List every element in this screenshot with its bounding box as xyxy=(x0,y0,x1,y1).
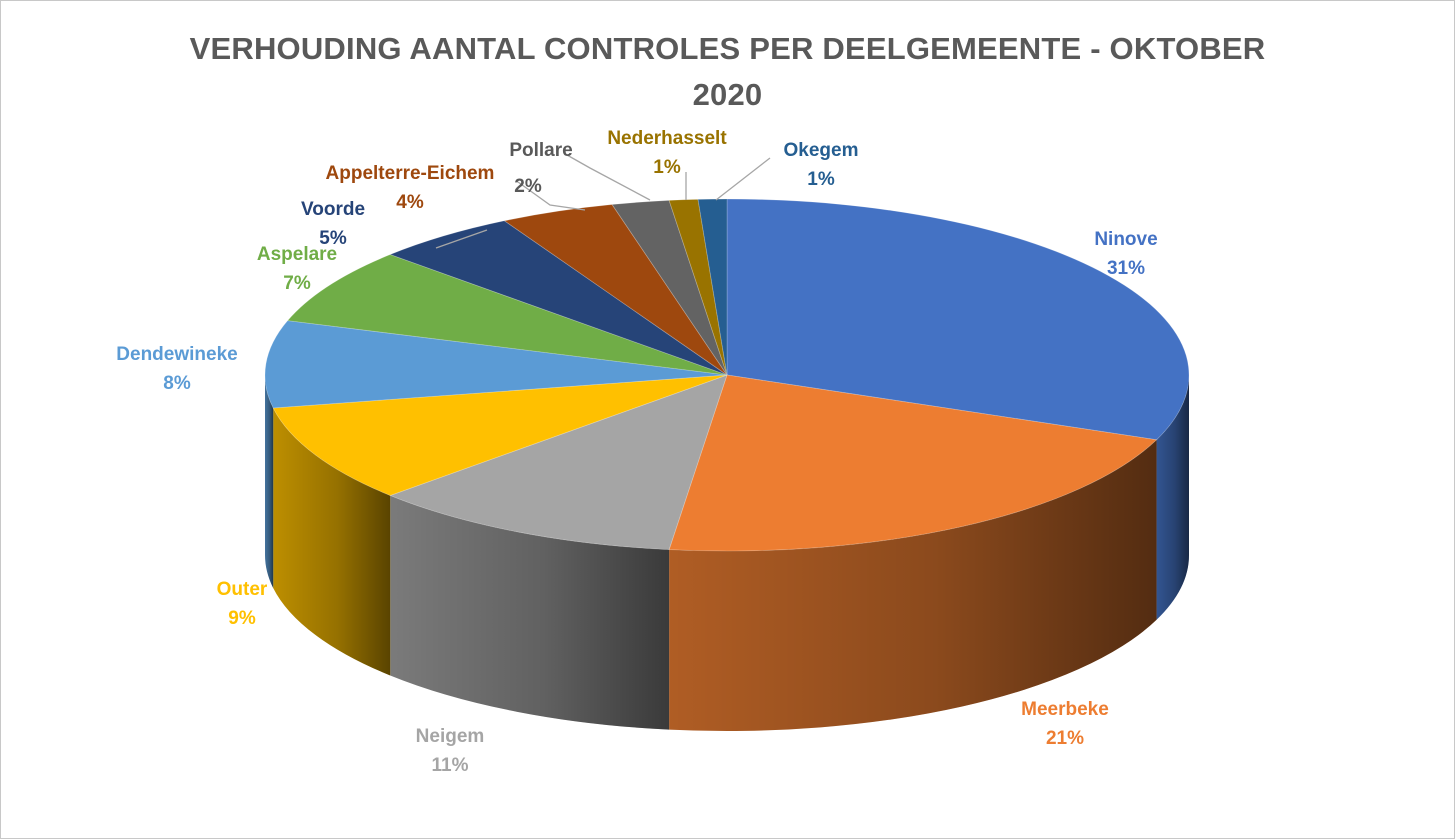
data-label-value-nederhasselt: 1% xyxy=(653,157,681,178)
data-label-value-appelterre-eichem: 4% xyxy=(396,192,424,213)
chart-title: VERHOUDING AANTAL CONTROLES PER DEELGEME… xyxy=(0,26,1455,118)
pie-slice-voorde xyxy=(389,220,728,376)
chart-title-line1: VERHOUDING AANTAL CONTROLES PER DEELGEME… xyxy=(189,31,1266,66)
data-label-value-aspelare: 7% xyxy=(283,273,311,294)
pie-slice-aspelare xyxy=(286,254,728,376)
pie-slice-nederhasselt xyxy=(668,198,728,376)
pie-slice-neigem xyxy=(389,374,728,551)
data-label-value-dendewineke: 8% xyxy=(163,373,191,394)
leader-line-pollare xyxy=(566,154,651,201)
pie-slice-outer xyxy=(272,374,728,496)
data-label-name-appelterre-eichem: Appelterre-Eichem xyxy=(326,163,495,184)
data-label-name-dendewineke: Dendewineke xyxy=(116,344,237,365)
pie-side-shade-outer xyxy=(273,407,391,676)
pie-side-shade-neigem xyxy=(390,495,670,730)
data-label-name-outer: Outer xyxy=(217,579,268,600)
data-label-value-ninove: 31% xyxy=(1107,258,1145,279)
data-label-name-voorde: Voorde xyxy=(301,199,365,220)
data-label-value-outer: 9% xyxy=(228,608,256,629)
data-label-name-okegem: Okegem xyxy=(784,140,859,161)
data-label-value-okegem: 1% xyxy=(807,169,835,190)
data-label-value-voorde: 5% xyxy=(319,228,347,249)
data-label-value-neigem: 11% xyxy=(432,755,469,776)
pie-slice-dendewineke xyxy=(264,320,728,409)
data-label-value-meerbeke: 21% xyxy=(1046,728,1084,749)
pie-slice-pollare xyxy=(611,199,728,376)
pie-slice-okegem xyxy=(697,198,728,376)
pie-slice-ninove xyxy=(726,198,1190,441)
pie-side-shade-meerbeke xyxy=(669,439,1157,732)
leader-line-appelterre-eichem xyxy=(517,181,586,211)
pie-side-shade-dendewineke xyxy=(265,375,274,588)
leader-line-voorde xyxy=(435,229,488,249)
data-label-name-aspelare: Aspelare xyxy=(257,244,337,265)
data-label-value-pollare: 2% xyxy=(514,176,542,197)
data-label-name-pollare: Pollare xyxy=(509,140,572,161)
data-label-name-ninove: Ninove xyxy=(1094,229,1157,250)
data-label-name-meerbeke: Meerbeke xyxy=(1021,699,1109,720)
leader-line-okegem xyxy=(715,157,771,201)
data-label-name-neigem: Neigem xyxy=(416,726,485,747)
data-label-name-nederhasselt: Nederhasselt xyxy=(607,128,727,149)
chart-title-line2: 2020 xyxy=(692,77,763,112)
pie-slice-appelterre-eichem xyxy=(503,204,728,376)
pie-slice-meerbeke xyxy=(668,374,1158,552)
pie-side-shade-ninove xyxy=(1156,375,1189,620)
